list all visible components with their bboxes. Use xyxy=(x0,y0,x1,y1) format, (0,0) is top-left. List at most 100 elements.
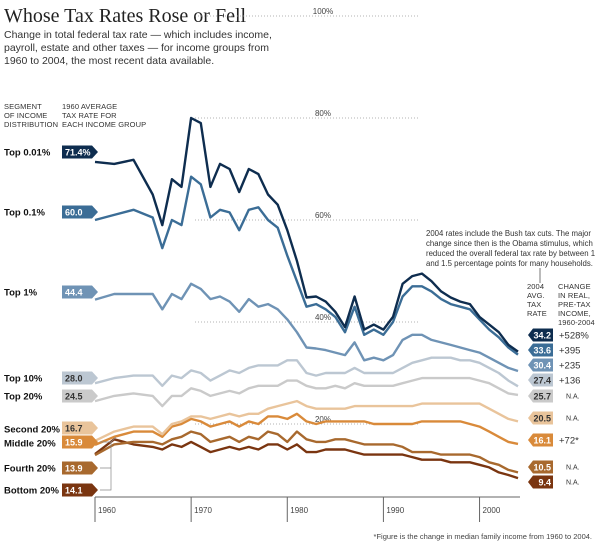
segment-header-line-2: OF INCOME xyxy=(4,111,47,120)
start-label-top-1: Top 1% 44.4 xyxy=(4,285,98,299)
start-bracket xyxy=(100,436,117,491)
group-name-second-20: Second 20% xyxy=(4,425,61,436)
avg1960-header: 1960 AVERAGE TAX RATE FOR EACH INCOME GR… xyxy=(62,102,146,129)
subtitle-line-3: 1960 to 2004, the most recent data avail… xyxy=(4,55,214,67)
series-line-top-1 xyxy=(94,282,519,373)
start-value-top-10: 28.0 xyxy=(65,373,83,383)
end-value-bottom-20: 9.4 xyxy=(538,477,551,487)
end-badge-bottom-20 xyxy=(528,475,553,489)
change-header-line-3: PRE-TAX xyxy=(558,300,591,309)
avg2004-header-line-2: AVG. xyxy=(527,291,545,300)
chart-title: Whose Tax Rates Rose or Fell xyxy=(4,5,247,27)
start-value-top-0-1: 60.0 xyxy=(65,207,83,217)
end-badge-top-1 xyxy=(528,358,553,372)
gridlines: 100% 80% 60% 40% 20% xyxy=(195,7,420,425)
end-label-bottom-20: 9.4 N.A. xyxy=(528,475,580,489)
end-labels: 34.2 +528% 33.6 +395 30.4 +235 27.4 +136 25.7 N.A… xyxy=(528,328,589,489)
segment-header: SEGMENT OF INCOME DISTRIBUTION xyxy=(4,102,58,129)
end-label-middle-20: 16.1 +72* xyxy=(528,433,579,447)
subtitle-line-2: payroll, estate and other taxes — for in… xyxy=(4,42,269,54)
change-value-fourth-20: N.A. xyxy=(566,465,580,472)
end-label-top-20: 25.7 N.A. xyxy=(528,389,580,403)
gridline-label-100: 100% xyxy=(313,7,333,16)
x-axis: 1960 1970 1980 1990 2000 xyxy=(94,496,520,522)
end-badge-fourth-20 xyxy=(528,460,553,474)
footnote: *Figure is the change in median family i… xyxy=(374,532,592,541)
change-value-top-0-01: +528% xyxy=(559,330,589,341)
series-line-top-0-01 xyxy=(94,116,519,353)
start-badge-top-1 xyxy=(62,285,98,299)
end-value-top-10: 27.4 xyxy=(533,375,551,385)
start-badge-top-10 xyxy=(62,371,98,385)
end-value-second-20: 20.5 xyxy=(533,413,551,423)
series-line-fourth-20 xyxy=(94,430,519,474)
change-value-top-10: +136 xyxy=(559,375,580,386)
annotation-line-3: reduced the overall federal tax rate by … xyxy=(426,249,595,258)
start-badge-top-20 xyxy=(62,389,98,403)
change-value-second-20: N.A. xyxy=(566,416,580,423)
gridline-label-60: 60% xyxy=(315,211,331,220)
end-badge-middle-20 xyxy=(528,433,553,447)
x-tick-label-1970: 1970 xyxy=(194,506,212,515)
x-tick-label-1960: 1960 xyxy=(98,506,116,515)
x-tick-label-2000: 2000 xyxy=(483,506,501,515)
group-name-fourth-20: Fourth 20% xyxy=(4,464,56,475)
change-header-line-5: 1960-2004 xyxy=(558,318,595,327)
gridline-label-80: 80% xyxy=(315,109,331,118)
change-value-middle-20: +72* xyxy=(559,435,579,446)
start-badge-bottom-20 xyxy=(62,483,98,497)
subtitle: Change in total federal tax rate — which… xyxy=(4,29,272,67)
end-label-top-0-1: 33.6 +395 xyxy=(528,343,580,357)
change-header-line-4: INCOME, xyxy=(558,309,591,318)
annotation-line-1: 2004 rates include the Bush tax cuts. Th… xyxy=(426,229,591,238)
start-value-top-1: 44.4 xyxy=(65,287,83,297)
end-badge-top-0-01 xyxy=(528,328,553,342)
x-tick-label-1980: 1980 xyxy=(290,506,308,515)
change-value-top-20: N.A. xyxy=(566,394,580,401)
start-badge-top-0-1 xyxy=(62,205,98,219)
end-label-top-10: 27.4 +136 xyxy=(528,373,580,387)
series-line-top-20 xyxy=(94,376,519,408)
start-value-middle-20: 15.9 xyxy=(65,437,83,447)
change-header-line-1: CHANGE xyxy=(558,282,591,291)
start-value-top-0-01: 71.4% xyxy=(65,147,91,157)
avg2004-header-line-3: TAX xyxy=(527,300,541,309)
start-value-fourth-20: 13.9 xyxy=(65,463,83,473)
segment-header-line-1: SEGMENT xyxy=(4,102,42,111)
avg2004-header: 2004 AVG. TAX RATE xyxy=(527,282,547,318)
avg2004-header-line-4: RATE xyxy=(527,309,547,318)
start-badge-fourth-20 xyxy=(62,461,98,475)
start-label-top-20: Top 20% 24.5 xyxy=(4,389,98,403)
avg1960-header-line-1: 1960 AVERAGE xyxy=(62,102,117,111)
annotation: 2004 rates include the Bush tax cuts. Th… xyxy=(426,229,595,268)
end-value-top-0-1: 33.6 xyxy=(533,345,551,355)
group-name-top-1: Top 1% xyxy=(4,288,38,299)
change-value-top-1: +235 xyxy=(559,360,580,371)
end-badge-top-20 xyxy=(528,389,553,403)
change-value-bottom-20: N.A. xyxy=(566,480,580,487)
end-badge-second-20 xyxy=(528,411,553,425)
start-label-top-0-01: Top 0.01% 71.4% xyxy=(4,145,98,159)
series-line-second-20 xyxy=(94,399,519,442)
group-name-bottom-20: Bottom 20% xyxy=(4,486,59,497)
end-value-fourth-20: 10.5 xyxy=(533,462,551,472)
annotation-line-4: and 1.5 percentage points for many house… xyxy=(426,259,593,268)
start-badge-top-0-01 xyxy=(62,145,98,159)
end-value-top-0-01: 34.2 xyxy=(533,330,551,340)
x-tick-label-1990: 1990 xyxy=(386,506,404,515)
end-value-top-20: 25.7 xyxy=(533,391,551,401)
start-label-top-0-1: Top 0.1% 60.0 xyxy=(4,205,98,219)
start-label-second-20: Second 20% 16.7 xyxy=(4,421,98,436)
start-value-top-20: 24.5 xyxy=(65,391,83,401)
end-value-middle-20: 16.1 xyxy=(533,435,551,445)
end-label-second-20: 20.5 N.A. xyxy=(528,411,580,425)
avg1960-header-line-3: EACH INCOME GROUP xyxy=(62,120,146,129)
start-label-middle-20: Middle 20% 15.9 xyxy=(4,435,98,450)
start-label-fourth-20: Fourth 20% 13.9 xyxy=(4,461,98,475)
avg1960-header-line-2: TAX RATE FOR xyxy=(62,111,117,120)
subtitle-line-1: Change in total federal tax rate — which… xyxy=(4,29,272,41)
end-badge-top-10 xyxy=(528,373,553,387)
change-header: CHANGE IN REAL, PRE-TAX INCOME, 1960-200… xyxy=(558,282,595,327)
